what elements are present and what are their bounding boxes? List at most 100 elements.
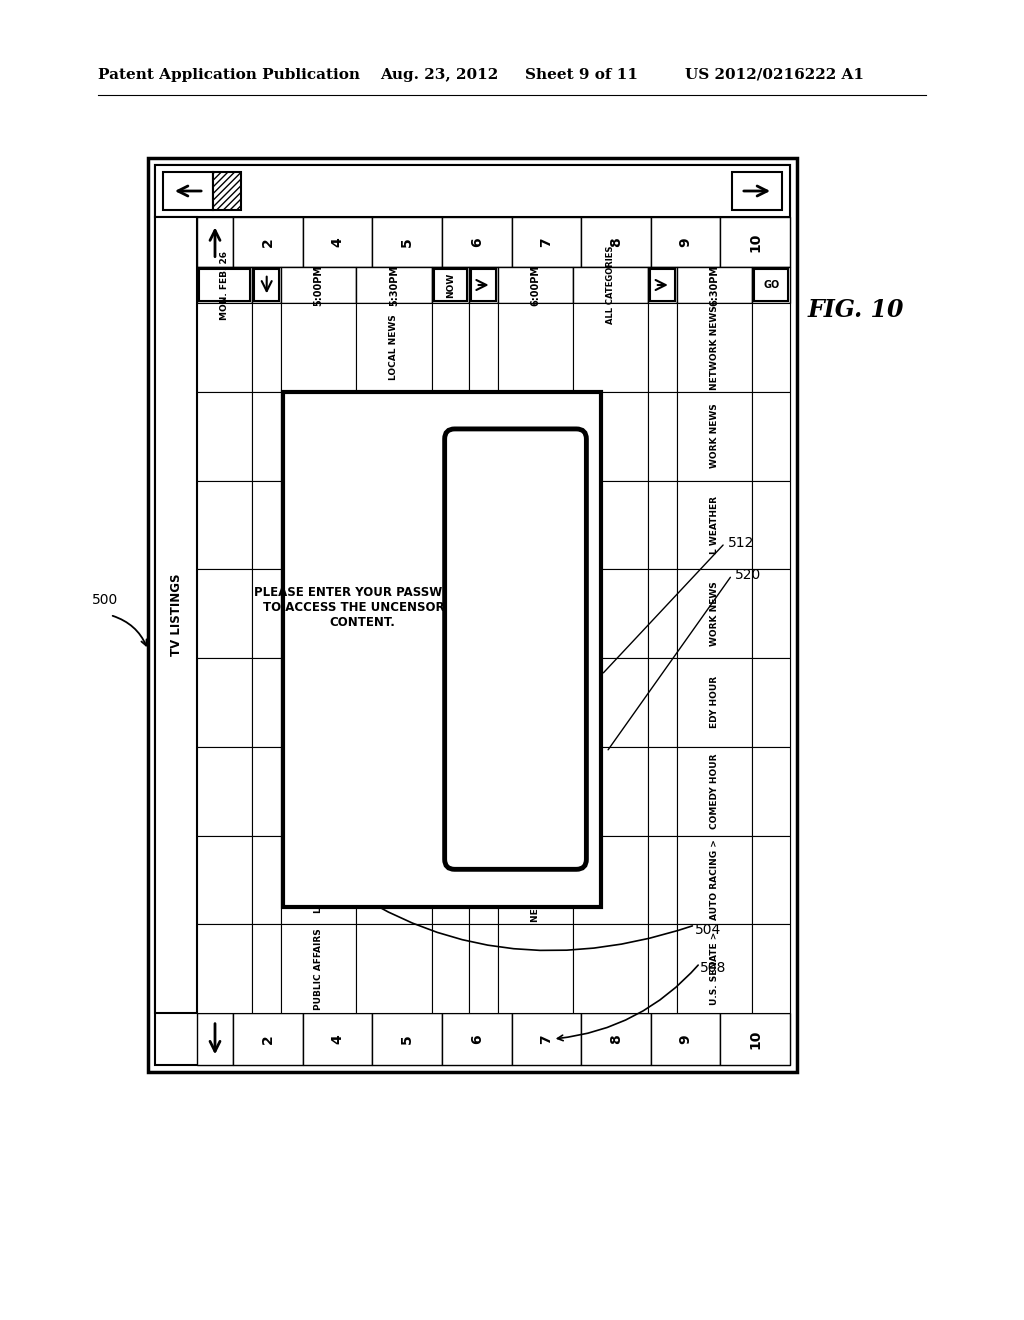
Bar <box>469 747 498 836</box>
Text: 6:30PM: 6:30PM <box>710 264 720 305</box>
Bar <box>648 657 677 747</box>
Bar <box>573 657 648 747</box>
Text: TV LISTINGS: TV LISTINGS <box>170 574 182 656</box>
Text: EDY HOUR: EDY HOUR <box>711 676 719 729</box>
Text: NOW: NOW <box>445 272 455 297</box>
Bar <box>498 924 573 1012</box>
Bar <box>356 569 431 657</box>
Text: MON. FEB. 26: MON. FEB. 26 <box>220 251 229 319</box>
Bar <box>469 304 498 392</box>
Text: WORK NEWS: WORK NEWS <box>711 404 719 469</box>
Bar <box>582 1012 650 1065</box>
Bar <box>573 267 648 304</box>
Text: 504: 504 <box>695 923 721 937</box>
Bar <box>197 267 252 304</box>
Text: COMEDY HOUR: COMEDY HOUR <box>711 754 719 829</box>
Bar <box>677 267 753 304</box>
Bar <box>732 172 782 210</box>
Bar <box>573 480 648 569</box>
Bar <box>677 747 753 836</box>
Text: ALL CATEGORIES: ALL CATEGORIES <box>606 246 615 325</box>
Text: 7: 7 <box>540 1034 553 1044</box>
Bar <box>283 392 601 907</box>
Text: LOCAL NEWS: LOCAL NEWS <box>314 847 324 912</box>
Bar <box>471 269 496 301</box>
Bar <box>469 392 498 480</box>
Bar <box>155 216 197 1012</box>
Text: COMEDY HOUR (UNCENSORED): COMEDY HOUR (UNCENSORED) <box>389 713 398 870</box>
Bar <box>648 480 677 569</box>
Bar <box>650 216 720 267</box>
Text: NETWORK NEWS: NETWORK NEWS <box>711 305 719 389</box>
Bar <box>252 267 281 304</box>
Bar <box>677 480 753 569</box>
Bar <box>677 392 753 480</box>
Bar <box>197 216 233 267</box>
Bar <box>155 165 790 216</box>
Text: 9: 9 <box>679 1034 692 1044</box>
Bar <box>753 657 790 747</box>
Bar <box>303 216 373 267</box>
Bar <box>281 747 356 836</box>
Bar <box>720 1012 790 1065</box>
Bar <box>356 657 431 747</box>
Text: 5: 5 <box>400 1034 414 1044</box>
Bar <box>199 269 250 301</box>
Bar <box>469 924 498 1012</box>
Text: 500: 500 <box>92 593 118 607</box>
Bar <box>753 392 790 480</box>
Bar <box>155 165 790 1065</box>
Bar <box>677 836 753 924</box>
Bar <box>252 392 281 480</box>
Bar <box>753 569 790 657</box>
Bar <box>252 480 281 569</box>
Bar <box>252 304 281 392</box>
Text: 508: 508 <box>700 961 726 975</box>
Bar <box>498 480 573 569</box>
Bar <box>252 747 281 836</box>
Bar <box>356 392 431 480</box>
Bar <box>356 836 431 924</box>
Bar <box>648 267 677 304</box>
Bar <box>650 269 675 301</box>
Bar <box>356 924 431 1012</box>
Bar <box>469 569 498 657</box>
Text: 512: 512 <box>728 536 755 550</box>
Bar <box>356 747 431 836</box>
Bar <box>582 216 650 267</box>
Bar <box>233 1012 303 1065</box>
Bar <box>498 569 573 657</box>
Bar <box>373 216 442 267</box>
Bar <box>197 657 252 747</box>
Text: 4: 4 <box>331 238 344 247</box>
Text: Sheet 9 of 11: Sheet 9 of 11 <box>525 69 638 82</box>
Bar <box>753 747 790 836</box>
Bar <box>303 1012 373 1065</box>
Bar <box>573 569 648 657</box>
Bar <box>677 569 753 657</box>
Bar <box>356 304 431 392</box>
Bar <box>281 657 356 747</box>
Text: NETWORK NEWS: NETWORK NEWS <box>531 748 540 833</box>
Bar <box>431 304 469 392</box>
Bar <box>648 392 677 480</box>
Text: Patent Application Publication: Patent Application Publication <box>98 69 360 82</box>
Bar <box>498 267 573 304</box>
Bar <box>252 836 281 924</box>
Bar <box>281 480 356 569</box>
Text: 5:30PM: 5:30PM <box>389 264 399 305</box>
Text: GO: GO <box>763 280 779 290</box>
Bar <box>648 569 677 657</box>
Text: PUBLIC AFFAIRS: PUBLIC AFFAIRS <box>314 928 324 1010</box>
Text: AUTO RACING >: AUTO RACING > <box>711 840 719 920</box>
Text: 8: 8 <box>609 238 623 247</box>
Text: L WEATHER: L WEATHER <box>711 496 719 554</box>
Bar <box>677 304 753 392</box>
Text: 520: 520 <box>735 568 761 582</box>
Text: Aug. 23, 2012: Aug. 23, 2012 <box>380 69 499 82</box>
Bar <box>677 924 753 1012</box>
Bar <box>469 480 498 569</box>
Bar <box>431 267 469 304</box>
Text: 8: 8 <box>609 1034 623 1044</box>
Text: U.S. SENATE >: U.S. SENATE > <box>711 932 719 1006</box>
